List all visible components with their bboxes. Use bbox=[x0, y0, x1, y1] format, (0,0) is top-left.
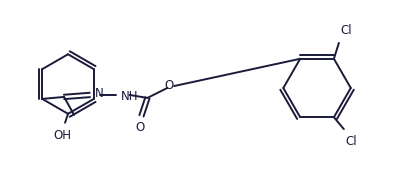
Text: NH: NH bbox=[120, 90, 138, 103]
Text: Cl: Cl bbox=[341, 24, 352, 37]
Text: OH: OH bbox=[53, 129, 71, 142]
Text: Cl: Cl bbox=[346, 135, 357, 148]
Text: O: O bbox=[165, 78, 174, 92]
Text: O: O bbox=[136, 121, 145, 134]
Text: N: N bbox=[95, 87, 103, 100]
